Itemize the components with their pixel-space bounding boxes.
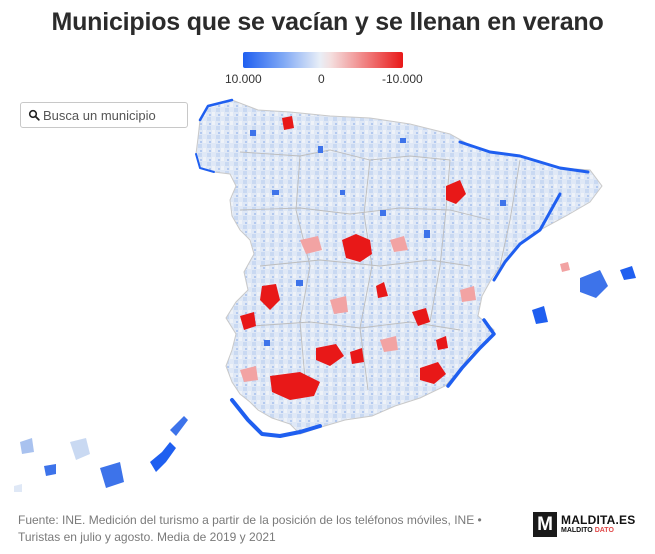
hotspot-madrid [342, 234, 372, 262]
legend-label-right: -10.000 [382, 72, 423, 86]
red-hotspots [240, 116, 466, 400]
logo-sub-accent: DATO [594, 527, 614, 534]
coast-costa-blanca [446, 318, 496, 388]
coast-cantabrico [458, 140, 590, 174]
legend-gradient [243, 52, 403, 68]
hotspot-murcia [420, 362, 446, 384]
legend-label-left: 10.000 [225, 72, 262, 86]
canary-islands[interactable] [14, 416, 188, 492]
logo-name: MALDITA.ES [561, 513, 636, 527]
hotspot-badajoz [260, 284, 280, 310]
balearic-islands[interactable] [532, 262, 636, 324]
logo-subtitle: MALDITO DATO [561, 527, 614, 534]
hotspot-zaragoza [446, 180, 466, 204]
search-icon [28, 109, 40, 121]
blue-municipalities [250, 130, 506, 346]
source-note: Fuente: INE. Medición del turismo a part… [18, 513, 482, 544]
coast-costa-brava [492, 192, 562, 282]
hotspot-sevilla [270, 372, 320, 400]
maldita-logo: M MALDITA.ES MALDITO DATO [533, 511, 638, 539]
legend-label-mid: 0 [318, 72, 325, 86]
municipality-search[interactable] [20, 102, 188, 128]
search-input[interactable] [43, 105, 183, 125]
spain-municipalities-map[interactable] [0, 90, 655, 505]
coast-cadiz-costa-del-sol [230, 398, 322, 438]
page-title: Municipios que se vacían y se llenan en … [51, 8, 604, 36]
region-borders [239, 149, 521, 391]
blue-coasts [195, 98, 590, 438]
pink-patches [240, 236, 476, 382]
logo-sub-prefix: MALDITO [561, 527, 593, 534]
logo-mark: M [533, 512, 557, 537]
hotspot-cordoba [316, 344, 344, 366]
peninsula-shape[interactable] [195, 99, 603, 435]
